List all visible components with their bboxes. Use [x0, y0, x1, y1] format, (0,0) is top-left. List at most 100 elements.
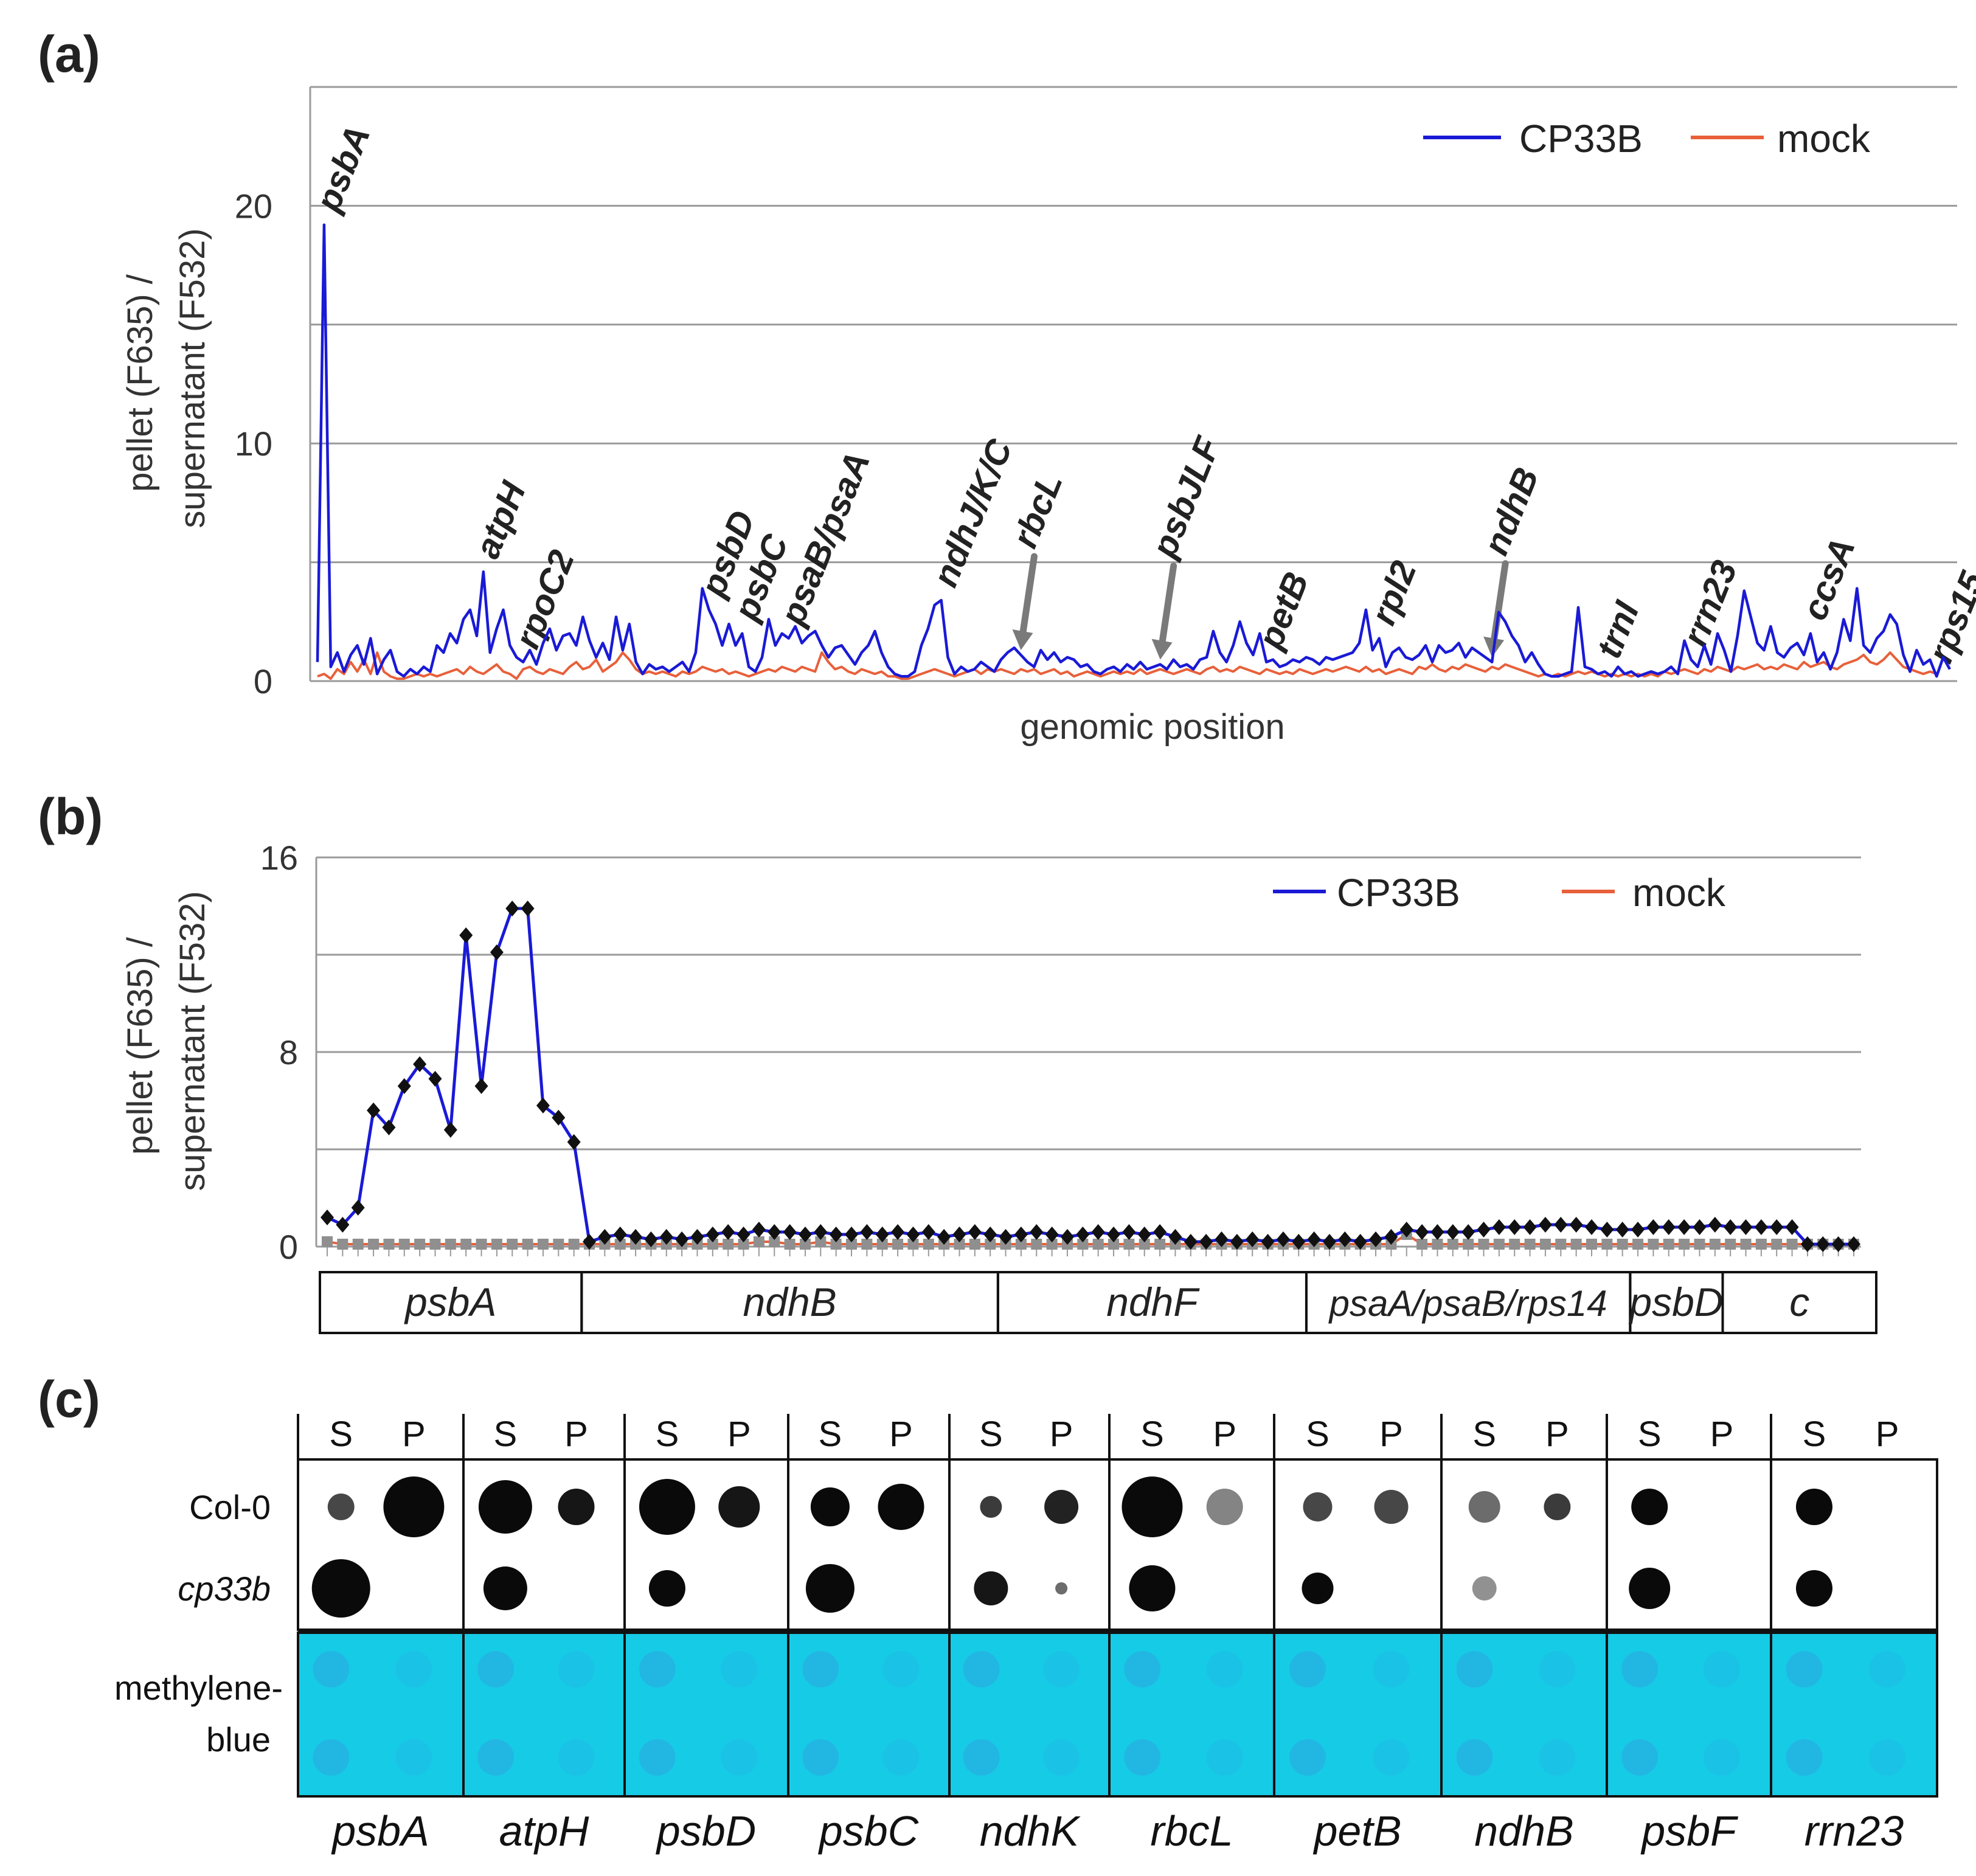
panel-b-mock-marker	[1648, 1239, 1659, 1250]
panel-b-cp33b-marker	[1739, 1219, 1753, 1235]
panel-b-cp33b-marker	[521, 901, 535, 916]
panel-b-mock-marker	[769, 1236, 780, 1247]
panel-b-mock-marker	[707, 1239, 718, 1250]
panel-b-mock-marker	[753, 1236, 764, 1247]
panel-b-cp33b-marker	[1230, 1234, 1244, 1250]
panel-b-series	[321, 901, 1860, 1252]
blot-dot-ndhb	[1544, 1494, 1571, 1520]
panel-a-legend-mock: mock	[1777, 117, 1871, 161]
lane-ndhk-s-head: S	[979, 1414, 1003, 1454]
lane-psbc-s-head: S	[819, 1414, 842, 1454]
panel-b-cp33b-marker	[321, 1210, 334, 1225]
blot-dot-psbc	[805, 1564, 855, 1613]
panel-b-mock-marker	[1786, 1239, 1798, 1250]
panel-b-mock-marker	[614, 1239, 626, 1250]
panel-a-legend: CP33B mock	[1423, 117, 1871, 161]
panel-b-mock-marker	[923, 1239, 934, 1250]
panel-b-cp33b-marker	[428, 1071, 442, 1087]
panel-b-series-cp33b	[326, 907, 1854, 1246]
panel-a-y-ticks: 0 10 20	[235, 187, 272, 701]
panel-b-cp33b-marker	[1584, 1219, 1598, 1235]
stain-spot-petb	[1289, 1651, 1326, 1687]
panel-b-cp33b-marker	[1770, 1219, 1784, 1235]
lane-psbd-p-head: P	[727, 1414, 751, 1454]
lane-psbf-p-head: P	[1710, 1414, 1734, 1454]
stain-spot-ndhk	[1043, 1651, 1080, 1687]
blot-dot-atph	[478, 1480, 532, 1534]
lane-rrn23-p-head: P	[1876, 1414, 1899, 1454]
panel-b-mock-marker	[1740, 1239, 1752, 1250]
stain-spot-ndhb	[1456, 1651, 1493, 1687]
blot-dot-psba	[311, 1559, 370, 1618]
panel-b-mock-marker	[1139, 1239, 1150, 1250]
lane-psba-s-head: S	[329, 1414, 353, 1454]
lane-rbcl-s-head: S	[1140, 1414, 1164, 1454]
panel-b-y-tick-label: 16	[260, 839, 298, 877]
row-label-methylene: methylene-	[114, 1669, 283, 1707]
panel-b-cp33b-marker	[1045, 1227, 1059, 1242]
panel-b-cp33b-marker	[644, 1231, 658, 1247]
panel-b-mock-marker	[507, 1239, 518, 1250]
blot-dot-psbd	[718, 1486, 760, 1528]
panel-b-cp33b-marker	[906, 1227, 920, 1242]
blot-dot-rrn23	[1795, 1570, 1832, 1607]
blot-dot-psba	[327, 1494, 355, 1520]
panel-b-cp33b-marker	[1338, 1231, 1352, 1247]
panel-b-mock-marker	[553, 1239, 564, 1250]
lane-atph-s-head: S	[494, 1414, 518, 1454]
panel-b-cp33b-marker	[1322, 1234, 1336, 1250]
panel-b-mock-marker	[491, 1239, 502, 1250]
panel-b-cp33b-marker	[968, 1224, 982, 1240]
blot-psbd	[623, 1458, 789, 1631]
panel-a-y-tick-label: 20	[235, 187, 272, 225]
panel-b-mock-marker	[846, 1239, 858, 1250]
blot-dot-psbc	[810, 1487, 850, 1526]
panel-b-y-axis-title: pellet (F635) / supernatant (F532)	[120, 891, 212, 1191]
panel-b-mock-marker	[1524, 1239, 1536, 1250]
stain-spot-rrn23	[1869, 1739, 1906, 1776]
annotation-psba: psbA	[308, 120, 378, 218]
panel-b-mock-marker	[460, 1239, 472, 1250]
panel-b-cp33b-marker	[1754, 1219, 1768, 1235]
panel-b-mock-marker	[1493, 1239, 1505, 1250]
blot-rrn23	[1770, 1458, 1938, 1631]
gene-label-rbcl: rbcL	[1150, 1807, 1233, 1855]
blot-dot-atph	[483, 1566, 527, 1610]
stain-spot-psba	[395, 1651, 432, 1687]
panel-b-cp33b-marker	[459, 927, 473, 943]
annotation-ndhb: ndhB	[1476, 462, 1547, 561]
panel-c-label: (c)	[38, 1371, 100, 1428]
panel-b-cp33b-marker	[721, 1224, 735, 1240]
blot-dot-rrn23	[1795, 1489, 1832, 1525]
annotation-arrowhead	[1151, 639, 1173, 660]
panel-b-cp33b-marker	[1292, 1234, 1306, 1250]
panel-b-mock-marker	[1755, 1239, 1767, 1250]
lane-psba-p-head: P	[402, 1414, 426, 1454]
gene-label-ndhk: ndhK	[980, 1807, 1081, 1855]
blot-dot-psbf	[1629, 1568, 1671, 1609]
panel-b-cp33b-marker	[629, 1229, 643, 1245]
panel-a-label: (a)	[38, 26, 100, 83]
gene-label-psbc: psbC	[818, 1807, 919, 1855]
panel-b-cp33b-marker	[1415, 1224, 1429, 1240]
panel-b-cp33b-marker	[1492, 1219, 1506, 1235]
panel-b-cp33b-marker	[752, 1222, 766, 1237]
panel-a-gridlines	[309, 86, 1957, 682]
panel-b-mock-marker	[985, 1239, 996, 1250]
stain-spot-rbcl	[1206, 1739, 1243, 1776]
panel-b-mock-marker	[445, 1239, 456, 1250]
panel-b-mock-marker	[1617, 1239, 1628, 1250]
lane-petb-s-head: S	[1306, 1414, 1329, 1454]
blot-dot-petb	[1374, 1490, 1409, 1524]
blot-dot-psbf	[1631, 1489, 1668, 1525]
lane-ndhk-p-head: P	[1050, 1414, 1073, 1454]
region-label-psbd: psbD	[1628, 1279, 1723, 1324]
panel-b-cp33b-marker	[1153, 1224, 1167, 1240]
panel-b-cp33b-marker	[1508, 1219, 1522, 1235]
panel-b-mock-marker	[876, 1239, 888, 1250]
panel-b-cp33b-marker	[1831, 1236, 1845, 1252]
panel-b-cp33b-marker	[1014, 1227, 1028, 1242]
panel-b-mock-marker	[1555, 1239, 1567, 1250]
panel-a-y-axis-title: pellet (F635) / supernatant (F532)	[120, 228, 212, 528]
stain-spot-petb	[1373, 1739, 1410, 1776]
